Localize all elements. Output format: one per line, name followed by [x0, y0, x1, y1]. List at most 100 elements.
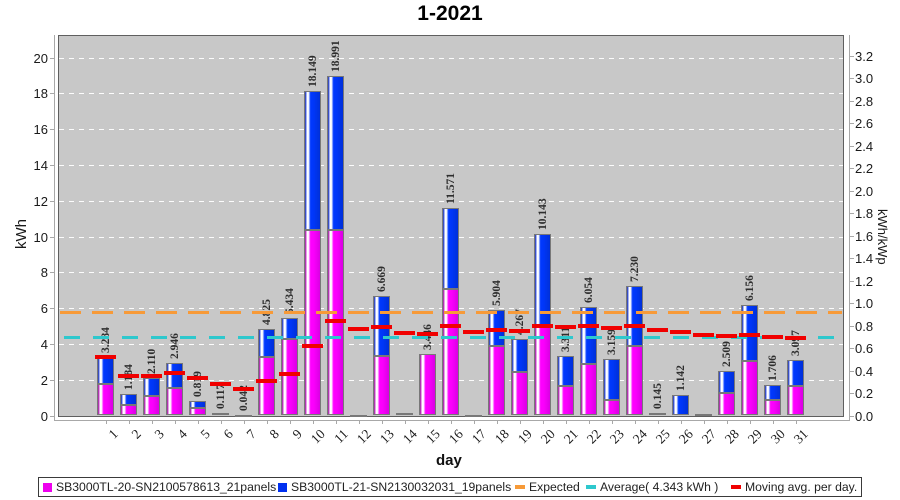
bar-segment-inverter1 [97, 384, 114, 416]
bar-segment-inverter1 [373, 356, 390, 416]
x-axis-tick [588, 419, 590, 424]
y-axis-right-tick-label: 3.0 [855, 71, 874, 87]
bar-segment-inverter1 [557, 386, 574, 416]
moving-avg-dash [210, 382, 231, 387]
bar-segment-inverter2 [327, 75, 344, 231]
moving-avg-dash [348, 327, 369, 332]
chart-title: 1-2021 [417, 2, 483, 25]
bar-segment-inverter1 [603, 400, 620, 416]
bar-value-label: 7.230 [628, 256, 641, 283]
y-axis-right-tick [849, 280, 854, 282]
bar-segment-inverter1 [258, 356, 275, 416]
bar-value-label: 3.159 [605, 329, 618, 355]
legend-swatch-square [43, 482, 52, 492]
expected-line [59, 310, 842, 314]
bar-segment-inverter2 [189, 400, 206, 408]
bar-segment-inverter1 [281, 339, 298, 416]
bar-value-label: 6.054 [582, 277, 595, 304]
moving-avg-dash [739, 333, 760, 338]
bar-segment-inverter1 [580, 363, 597, 416]
y-axis-right-tick-label: 0.4 [855, 363, 874, 379]
y-axis-right-tick-label: 1.4 [855, 251, 874, 267]
x-axis-tick [749, 419, 751, 424]
plot-gridline [58, 129, 843, 131]
bar-value-label: 2.509 [720, 340, 733, 367]
moving-avg-dash [509, 328, 530, 333]
moving-avg-dash [141, 374, 162, 379]
y-axis-left-tick [49, 57, 54, 59]
moving-avg-dash [578, 324, 599, 329]
y-axis-right-tick [849, 303, 854, 305]
x-axis-tick [151, 419, 153, 424]
x-axis-tick [611, 419, 613, 424]
bar-segment-inverter2 [304, 90, 321, 231]
bar-segment-inverter2 [97, 356, 114, 385]
x-axis-tick [680, 419, 682, 424]
bar-segment-inverter2 [143, 377, 160, 397]
moving-avg-dash [256, 379, 277, 384]
bar-segment-inverter1 [350, 414, 367, 417]
x-axis-tick [795, 419, 797, 424]
bar-segment-inverter1 [235, 414, 252, 417]
bar-segment-inverter2 [166, 362, 183, 389]
bar-value-label: 0.117 [214, 384, 227, 410]
bar-segment-inverter1 [143, 396, 160, 416]
moving-avg-dash [463, 329, 484, 334]
x-axis-tick [703, 419, 705, 424]
y-axis-left-tick-label: 2 [40, 372, 48, 388]
moving-avg-dash [394, 330, 415, 335]
plot-gridline [58, 164, 843, 166]
y-axis-left-tick-label: 0 [40, 408, 48, 424]
moving-avg-dash [693, 333, 714, 338]
bar-value-label: 0.145 [651, 383, 664, 409]
bar-segment-inverter1 [626, 346, 643, 416]
moving-avg-dash [647, 327, 668, 332]
bar-segment-inverter1 [695, 414, 712, 417]
legend-item: Expected [515, 478, 580, 496]
y-axis-left-tick-label: 14 [33, 157, 48, 173]
plot-gridline [58, 93, 843, 95]
y-axis-left-tick-label: 4 [40, 336, 48, 352]
y-axis-right-tick [849, 168, 854, 170]
y-axis-left-tick-label: 10 [33, 229, 48, 245]
moving-avg-dash [624, 324, 645, 329]
y-axis-right-tick-label: 2.0 [855, 183, 874, 199]
bar-value-label: 3.097 [789, 330, 802, 357]
y-axis-right-tick-label: 0.8 [855, 318, 874, 334]
x-axis-tick [358, 419, 360, 424]
y-axis-right-tick-label: 1.6 [855, 228, 874, 244]
bar-segment-inverter2 [511, 339, 528, 372]
x-axis-line [53, 419, 850, 421]
bar-value-label: 10.143 [536, 198, 549, 230]
legend-item: Moving avg. per day. [731, 478, 857, 496]
x-axis-tick [312, 419, 314, 424]
y-axis-right-tick [849, 348, 854, 350]
legend-box: SB3000TL-20-SN2100578613_21panels SB3000T… [38, 477, 862, 497]
y-axis-right-tick-label: 3.2 [855, 48, 874, 64]
bar-value-label: 1.142 [674, 365, 687, 392]
legend-item-label: Moving avg. per day. [745, 480, 858, 494]
y-axis-left-tick [49, 415, 54, 417]
x-axis-tick [404, 419, 406, 424]
y-axis-right-tick [849, 213, 854, 215]
x-axis-tick [542, 419, 544, 424]
bar-segment-inverter1 [718, 393, 735, 416]
bar-segment-inverter2 [120, 394, 137, 405]
y-axis-left-tick-label: 8 [40, 265, 48, 281]
y-axis-right-tick-label: 2.2 [855, 161, 874, 177]
moving-avg-dash [486, 328, 507, 333]
bar-value-label: 0.819 [191, 370, 204, 397]
y-axis-left-tick [49, 379, 54, 381]
y-axis-right-tick-label: 2.4 [855, 138, 874, 154]
legend-swatch-line [731, 485, 741, 489]
x-axis-tick [220, 419, 222, 424]
y-axis-right-tick [849, 370, 854, 372]
plot-gridline [58, 200, 843, 202]
legend-swatch-line [515, 485, 525, 489]
x-axis-tick [266, 419, 268, 424]
legend-swatch-line [586, 485, 596, 489]
bar-segment-inverter2 [557, 356, 574, 387]
moving-avg-dash [371, 324, 392, 329]
moving-avg-dash [785, 335, 806, 340]
